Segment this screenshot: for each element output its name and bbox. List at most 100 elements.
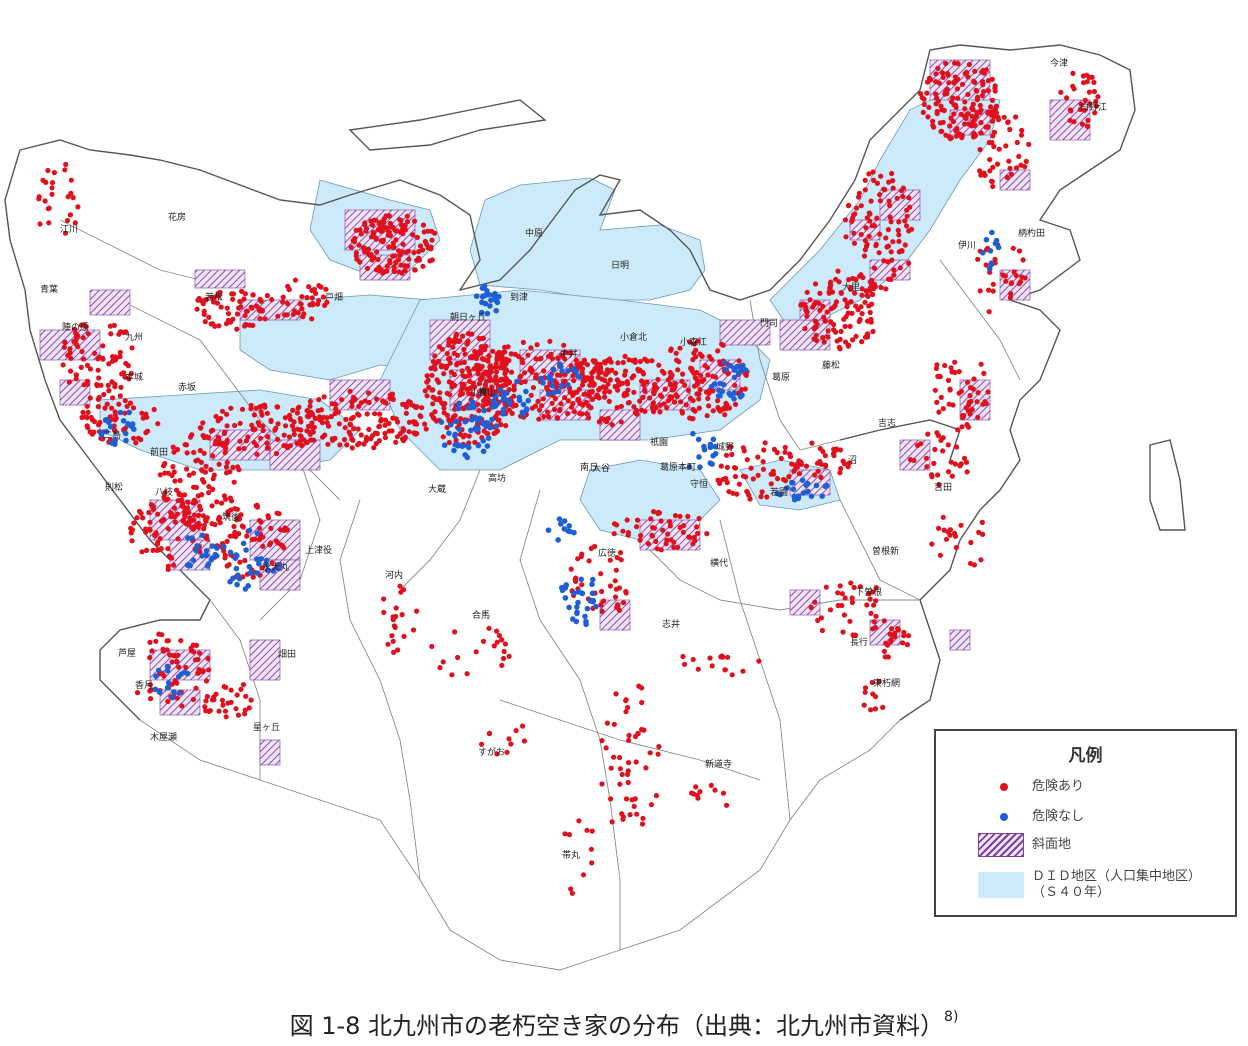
no-danger-point: [456, 400, 463, 407]
danger-point: [240, 524, 246, 530]
no-danger-point: [452, 431, 459, 438]
danger-point: [972, 68, 978, 74]
danger-point: [95, 367, 101, 373]
danger-point: [945, 469, 952, 475]
danger-point: [513, 728, 519, 734]
danger-point: [983, 262, 989, 268]
danger-point: [614, 604, 620, 611]
danger-point: [637, 398, 643, 404]
danger-point: [653, 793, 660, 799]
no-danger-point: [701, 446, 708, 453]
danger-point: [238, 512, 244, 518]
danger-point: [503, 375, 509, 381]
danger-point: [37, 221, 43, 227]
no-danger-point: [199, 553, 205, 559]
danger-point: [196, 520, 202, 527]
danger-point: [839, 602, 845, 609]
danger-point: [878, 284, 884, 291]
danger-point: [95, 404, 101, 410]
danger-point: [206, 484, 212, 490]
danger-point: [971, 134, 977, 140]
danger-point: [333, 406, 339, 412]
danger-point: [175, 652, 181, 658]
no-danger-point: [583, 621, 589, 628]
danger-point: [615, 360, 621, 366]
danger-point: [442, 401, 448, 407]
danger-point: [389, 633, 395, 639]
danger-point: [253, 405, 259, 411]
danger-point: [83, 324, 89, 330]
danger-point: [116, 331, 122, 337]
danger-point: [921, 96, 927, 102]
no-danger-point: [540, 380, 546, 386]
no-danger-point: [545, 390, 552, 397]
danger-point: [871, 602, 877, 608]
danger-point: [129, 345, 135, 351]
danger-point: [157, 472, 163, 478]
danger-point: [265, 515, 272, 521]
danger-point: [740, 668, 746, 674]
danger-point: [593, 393, 599, 400]
danger-point: [80, 409, 86, 415]
no-danger-point: [578, 576, 584, 583]
danger-point: [1070, 70, 1076, 76]
danger-point: [596, 419, 602, 425]
place-label: 守恒: [690, 478, 708, 490]
place-label: 八枝: [155, 486, 173, 498]
danger-point: [712, 787, 718, 793]
danger-point: [199, 467, 205, 473]
danger-point: [291, 431, 297, 437]
danger-point: [382, 268, 388, 274]
danger-point: [274, 510, 280, 516]
danger-point: [947, 123, 953, 129]
danger-point: [858, 231, 864, 238]
danger-point: [252, 536, 258, 542]
did-areas: [99, 89, 1001, 541]
danger-point: [938, 394, 944, 400]
danger-point: [423, 426, 429, 432]
danger-point: [378, 238, 384, 244]
no-danger-point: [559, 368, 565, 374]
no-danger-point: [520, 401, 527, 408]
danger-point: [549, 356, 556, 362]
danger-point: [294, 410, 300, 416]
danger-point: [200, 513, 206, 519]
danger-point: [232, 506, 238, 512]
place-label: 祇園: [650, 436, 668, 448]
danger-point: [904, 642, 911, 648]
danger-point: [632, 357, 638, 363]
danger-point: [885, 276, 892, 282]
danger-point: [633, 759, 639, 765]
danger-point: [504, 380, 510, 386]
danger-point: [73, 376, 79, 382]
danger-point: [159, 632, 165, 638]
danger-point: [73, 372, 79, 378]
danger-point: [528, 345, 534, 351]
danger-point: [506, 736, 512, 742]
danger-point: [658, 518, 664, 524]
danger-point: [989, 139, 995, 146]
danger-point: [967, 560, 974, 567]
danger-point: [959, 135, 965, 141]
danger-point: [1007, 126, 1013, 133]
danger-point: [343, 416, 349, 422]
danger-point: [227, 533, 233, 539]
danger-point: [930, 122, 936, 129]
danger-point: [636, 683, 642, 689]
danger-point: [978, 172, 984, 178]
danger-point: [836, 279, 842, 285]
danger-point: [589, 374, 595, 381]
danger-point: [469, 391, 475, 397]
danger-point: [216, 708, 222, 714]
danger-point: [835, 602, 841, 609]
no-danger-point: [466, 444, 472, 451]
danger-point: [1071, 86, 1077, 92]
no-danger-point: [489, 416, 495, 423]
danger-point: [65, 194, 71, 200]
no-danger-point: [565, 368, 571, 374]
no-danger-point: [567, 528, 573, 535]
no-danger-point: [199, 532, 206, 539]
place-label: 葛原本町: [660, 461, 696, 473]
danger-point: [237, 298, 243, 305]
danger-point: [877, 198, 884, 204]
